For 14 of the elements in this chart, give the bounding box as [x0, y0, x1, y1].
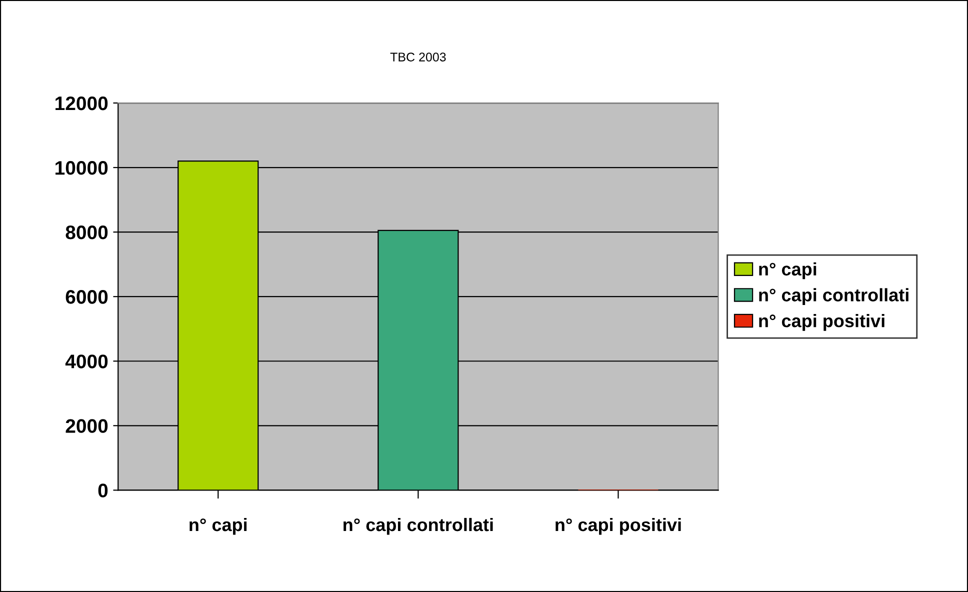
y-tick-label: 12000 [56, 96, 108, 110]
legend-label: n° capi controllati [759, 288, 908, 306]
y-tick-label: 4000 [65, 354, 108, 368]
chart-title: TBC 2003 [390, 52, 446, 62]
x-tick-label: n° capi controllati [344, 518, 493, 535]
y-tick-label: 10000 [56, 161, 108, 175]
y-tick-label: 8000 [66, 226, 108, 240]
x-tick-label: n° capi [190, 518, 247, 535]
legend-label: n° capi positivi [759, 314, 884, 331]
y-tick-label: 2000 [66, 419, 108, 433]
x-tick-label: n° capi positivi [556, 518, 681, 535]
y-tick-label: 6000 [66, 290, 108, 304]
legend-label: n° capi [759, 262, 816, 280]
y-tick-label: 0 [98, 484, 108, 498]
